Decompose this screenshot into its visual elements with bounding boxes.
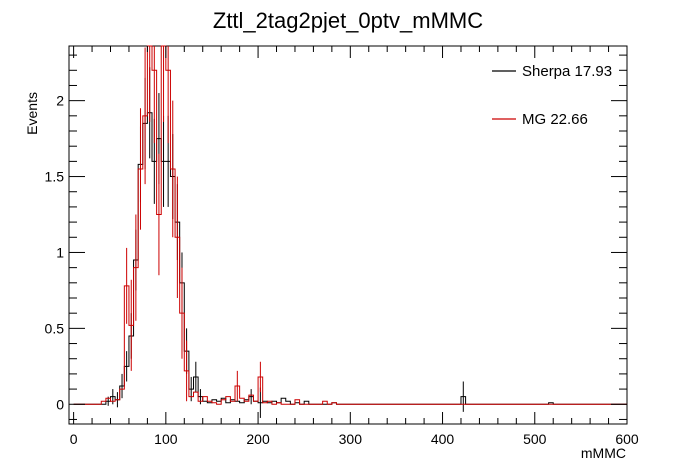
series-1 [73,45,627,405]
legend: Sherpa 17.93 MG 22.66 [492,63,612,128]
y-tick-label: 0.5 [45,320,65,336]
x-axis-title: mMMC [581,445,626,461]
y-axis-title: Events [24,92,40,135]
plot-area [68,45,628,425]
y-tick-label: 0 [56,396,64,412]
series-step-line [73,45,627,405]
x-tick-label: 200 [246,431,270,447]
x-tick-label: 400 [431,431,455,447]
y-axis: 0 0.5 1 1.5 2 [45,54,627,420]
y-tick-label: 1.5 [45,169,65,185]
x-tick-label: 0 [70,431,78,447]
x-axis: 0 100 200 300 400 500 600 [70,46,639,447]
legend-label-sherpa: Sherpa 17.93 [522,63,612,80]
x-tick-label: 500 [523,431,547,447]
plot-frame [68,45,628,425]
chart-title: Zttl_2tag2pjet_0ptv_mMMC [213,8,483,33]
x-tick-label: 100 [154,431,178,447]
legend-label-mg: MG 22.66 [522,111,588,128]
y-tick-label: 1 [56,244,64,260]
y-tick-label: 2 [56,93,64,109]
x-tick-label: 300 [339,431,363,447]
x-tick-label: 600 [615,431,639,447]
